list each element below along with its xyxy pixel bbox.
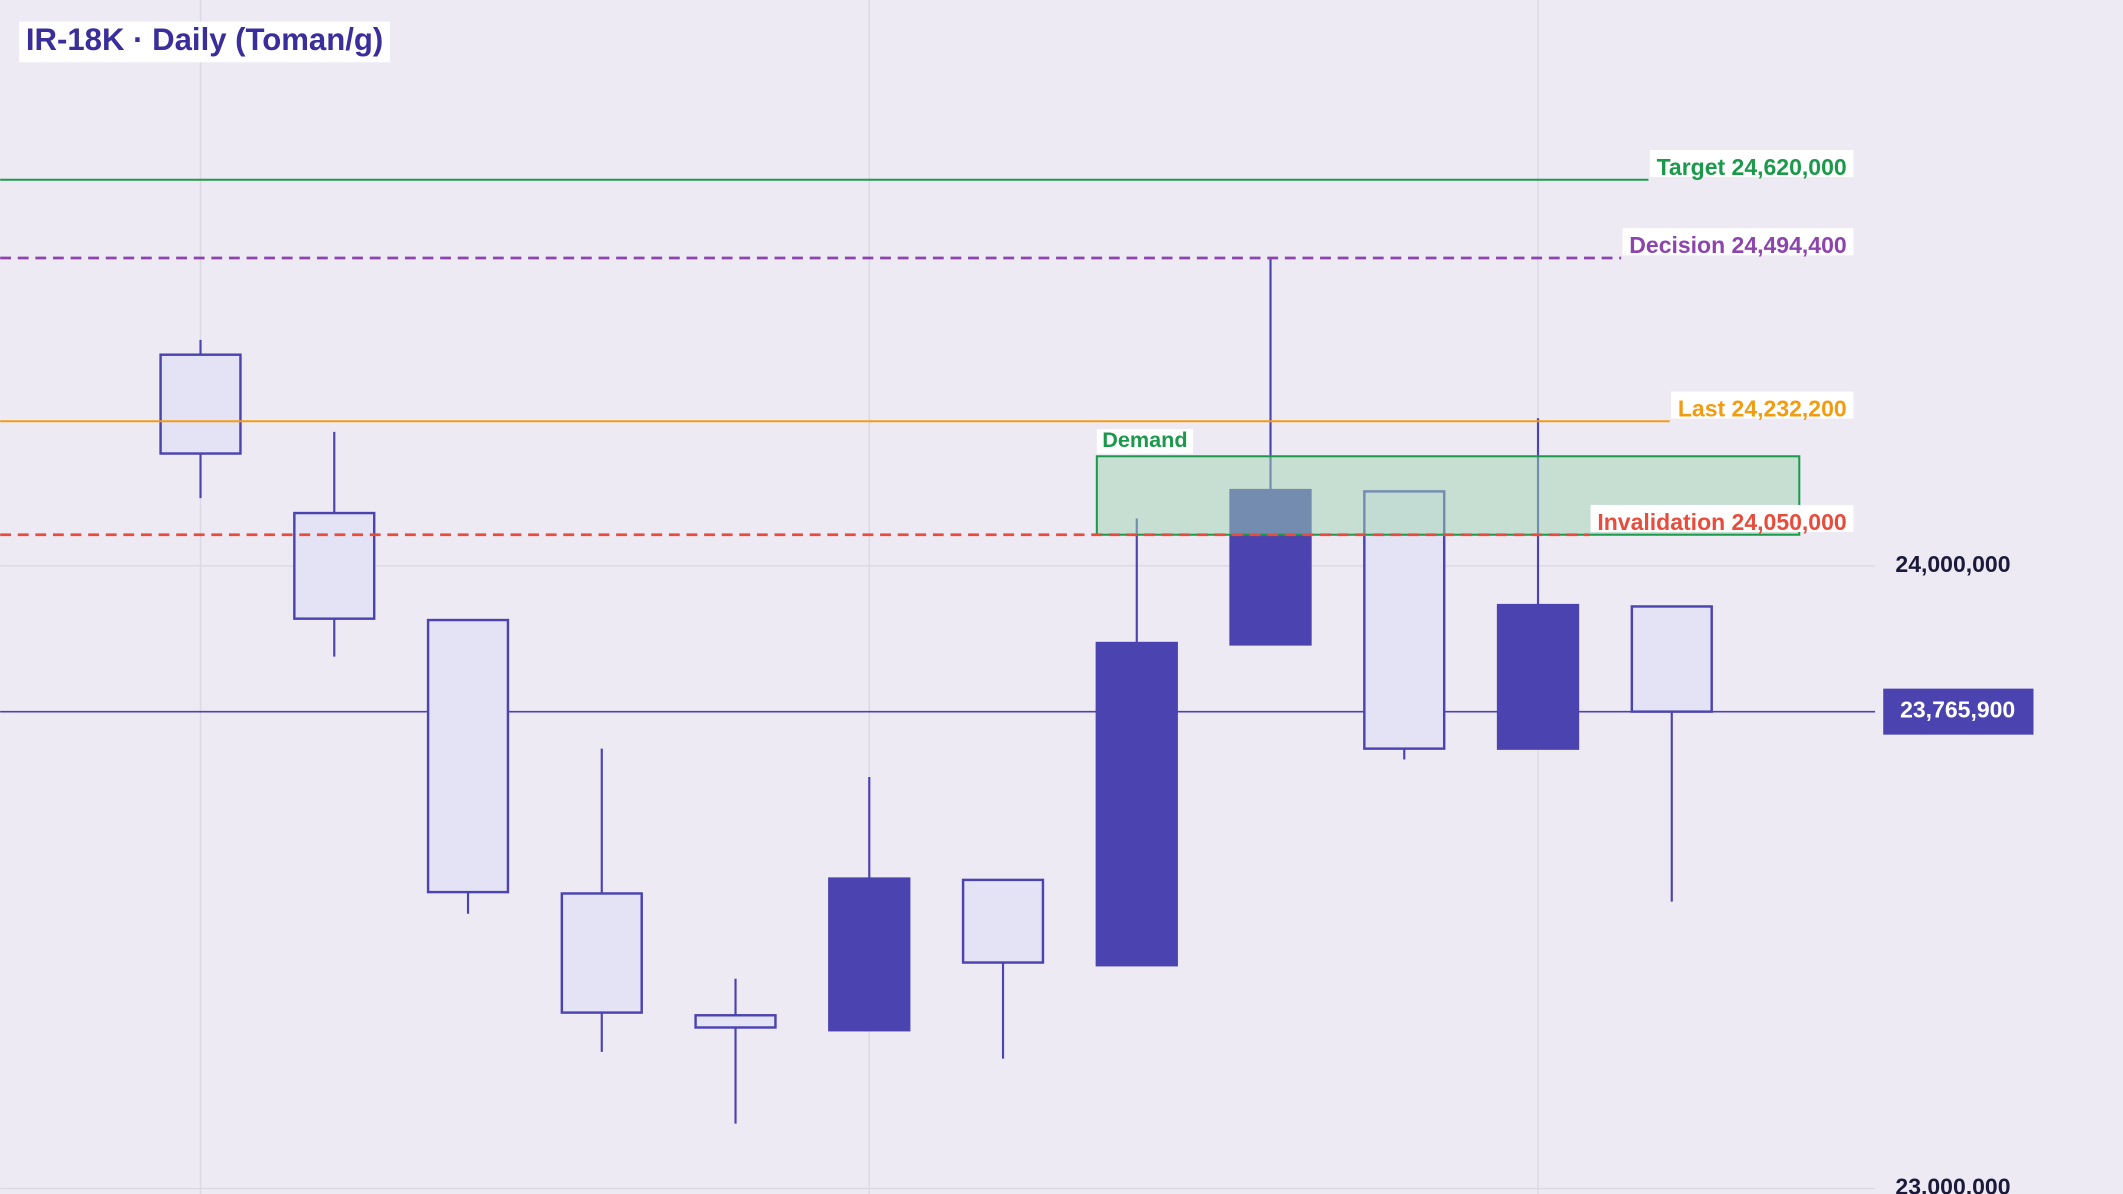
candle-body	[961, 878, 1045, 964]
candle-body	[694, 1014, 777, 1029]
level-label: Invalidation 24,050,000	[1597, 509, 1846, 535]
candle-body	[426, 618, 510, 894]
candle-body	[1630, 605, 1713, 713]
last-price-label: 23,765,900	[1900, 697, 2015, 723]
level-label: Last 24,232,200	[1678, 396, 1847, 422]
zone-label-background	[1096, 429, 1194, 454]
title-background	[19, 21, 391, 63]
level-label-background	[1671, 391, 1854, 419]
candle-body	[293, 511, 376, 620]
candle-body	[1095, 641, 1178, 967]
candle-body	[828, 877, 911, 1032]
level-label: Target 24,620,000	[1657, 154, 1847, 180]
level-label-background	[1622, 228, 1854, 256]
level-label: Decision 24,494,400	[1629, 232, 1846, 258]
zone-label: Demand	[1102, 427, 1187, 452]
level-label-background	[1590, 504, 1854, 533]
y-tick-label: 23,000,000	[1895, 1174, 2010, 1194]
candle-body	[1496, 603, 1580, 750]
level-label-background	[1649, 149, 1854, 178]
y-tick-label: 24,000,000	[1895, 551, 2010, 577]
candle-body	[560, 892, 643, 1014]
last-price-box	[1883, 688, 2034, 735]
candle-body	[159, 353, 242, 455]
chart-title: IR-18K · Daily (Toman/g)	[26, 22, 383, 57]
